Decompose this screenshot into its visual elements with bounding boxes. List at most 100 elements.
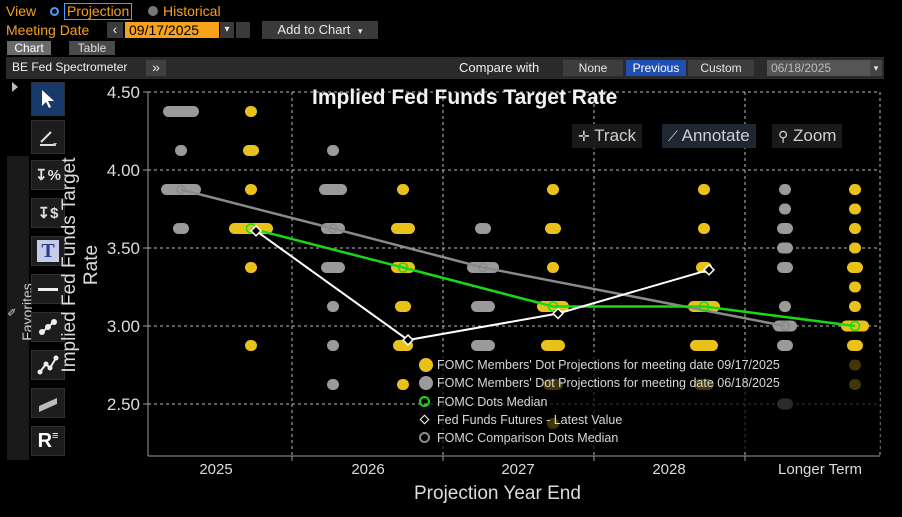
dollar-label-tool[interactable]: ↧$ — [31, 198, 65, 228]
previous-dot — [779, 203, 791, 215]
futures-point — [401, 334, 415, 347]
x-tick-label: 2025 — [199, 461, 232, 478]
current-dot — [690, 340, 718, 351]
current-dot — [849, 203, 861, 215]
magnifier-icon: ⚲ — [778, 128, 789, 144]
previous-dot — [471, 301, 495, 312]
draw-line-tool[interactable] — [31, 120, 65, 154]
trend-line-icon — [39, 319, 57, 335]
polyline-icon — [37, 355, 59, 375]
previous-dot — [777, 340, 793, 351]
previous-dot — [777, 262, 793, 273]
channel-icon — [39, 398, 57, 412]
tab-table[interactable]: Table — [69, 41, 115, 55]
previous-dot — [321, 262, 345, 273]
previous-dot — [327, 340, 339, 351]
x-axis-label: Projection Year End — [414, 483, 581, 504]
favorites-panel[interactable] — [7, 156, 29, 460]
percent-label-tool[interactable]: ↧% — [31, 160, 65, 190]
previous-dot — [779, 301, 791, 312]
projection-radio[interactable]: Projection — [50, 3, 133, 20]
pointer-tool[interactable] — [31, 82, 65, 116]
current-dot — [547, 184, 559, 195]
add-to-chart-button[interactable]: Add to Chart ▾ — [262, 21, 378, 39]
current-dot — [245, 184, 257, 195]
current-dot — [243, 145, 259, 156]
compare-custom-button[interactable]: Custom — [688, 60, 754, 76]
next-date-button[interactable] — [236, 22, 250, 38]
crosshair-icon: ✛ — [578, 128, 590, 144]
y-tick-label: 3.00 — [107, 317, 140, 336]
current-dot — [245, 262, 257, 273]
legend-current-dots: FOMC Members' Dot Projections for meetin… — [419, 358, 780, 372]
legend — [428, 352, 880, 449]
collapse-arrow-icon[interactable] — [12, 82, 18, 92]
futures-point — [249, 224, 263, 237]
channel-tool[interactable] — [31, 388, 65, 418]
polyline-tool[interactable] — [31, 350, 65, 380]
text-tool[interactable]: T — [31, 236, 65, 266]
y-tick-label: 2.50 — [107, 395, 140, 414]
meeting-date-dropdown[interactable]: ▾ — [220, 22, 234, 38]
current-dot — [849, 223, 861, 234]
current-dot — [245, 340, 257, 351]
legend-previous-dots: FOMC Members' Dot Projections for meetin… — [419, 376, 780, 390]
meeting-date-input[interactable]: 09/17/2025 — [125, 22, 219, 38]
panel-expand-button[interactable]: » — [146, 60, 166, 76]
legend-grey-dot-icon — [419, 376, 433, 390]
previous-dot — [777, 223, 793, 234]
compare-date-input[interactable]: 06/18/2025 — [767, 60, 871, 76]
previous-dot — [327, 379, 339, 390]
dots-median-point — [698, 301, 710, 312]
track-button[interactable]: ✛ Track — [572, 124, 643, 148]
previous-dot — [175, 145, 187, 156]
legend-dots-median-label: FOMC Dots Median — [437, 395, 548, 409]
current-dot — [847, 340, 863, 351]
add-to-chart-label: Add to Chart — [277, 22, 351, 37]
compare-previous-button[interactable]: Previous — [626, 60, 686, 76]
current-dot — [397, 379, 409, 390]
futures-point — [551, 307, 565, 320]
tab-chart[interactable]: Chart — [7, 41, 51, 55]
horizontal-line-tool[interactable] — [31, 274, 65, 304]
zoom-button[interactable]: ⚲ Zoom — [772, 124, 843, 148]
annotate-icon: ⟋ — [668, 128, 678, 144]
previous-dot — [475, 223, 491, 234]
previous-dot — [327, 145, 339, 156]
current-dot — [698, 184, 710, 195]
current-dot — [849, 281, 861, 293]
current-dot — [849, 301, 861, 312]
legend-comparison-median-label: FOMC Comparison Dots Median — [437, 431, 619, 445]
cursor-arrow-icon — [42, 90, 54, 108]
annotate-button[interactable]: ⟋ Annotate — [662, 124, 756, 148]
radio-selected-icon — [50, 7, 59, 16]
comparison-median-point — [478, 262, 488, 273]
current-dot — [849, 184, 861, 195]
compare-none-button[interactable]: None — [563, 60, 623, 76]
chevron-down-icon: ▾ — [358, 26, 363, 36]
view-label: View — [6, 3, 37, 19]
previous-dot — [327, 301, 339, 312]
y-tick-label: 3.50 — [107, 239, 140, 258]
comparison-median-point — [780, 321, 790, 331]
trend-line-tool[interactable] — [31, 312, 65, 342]
legend-grey-circle-icon — [419, 432, 430, 443]
radio-unselected-icon — [148, 6, 158, 16]
x-tick-label: 2026 — [351, 461, 384, 478]
track-label: Track — [594, 126, 637, 145]
dots-median-line — [250, 227, 856, 328]
ruler-tool[interactable]: R≡ — [31, 426, 65, 456]
comparison-median-point — [328, 223, 338, 234]
historical-radio[interactable]: Historical — [148, 3, 221, 19]
draw-line-icon — [40, 131, 57, 146]
current-dot — [397, 184, 409, 195]
futures-line — [255, 230, 710, 342]
y-tick-label: 4.00 — [107, 161, 140, 180]
comparison-median-point — [176, 184, 186, 195]
compare-date-dropdown[interactable]: ▾ — [870, 60, 882, 76]
prev-date-button[interactable]: ‹ — [107, 22, 123, 38]
futures-point — [702, 263, 716, 276]
ruler-icon: R≡ — [38, 430, 59, 453]
x-tick-label: 2027 — [501, 461, 534, 478]
